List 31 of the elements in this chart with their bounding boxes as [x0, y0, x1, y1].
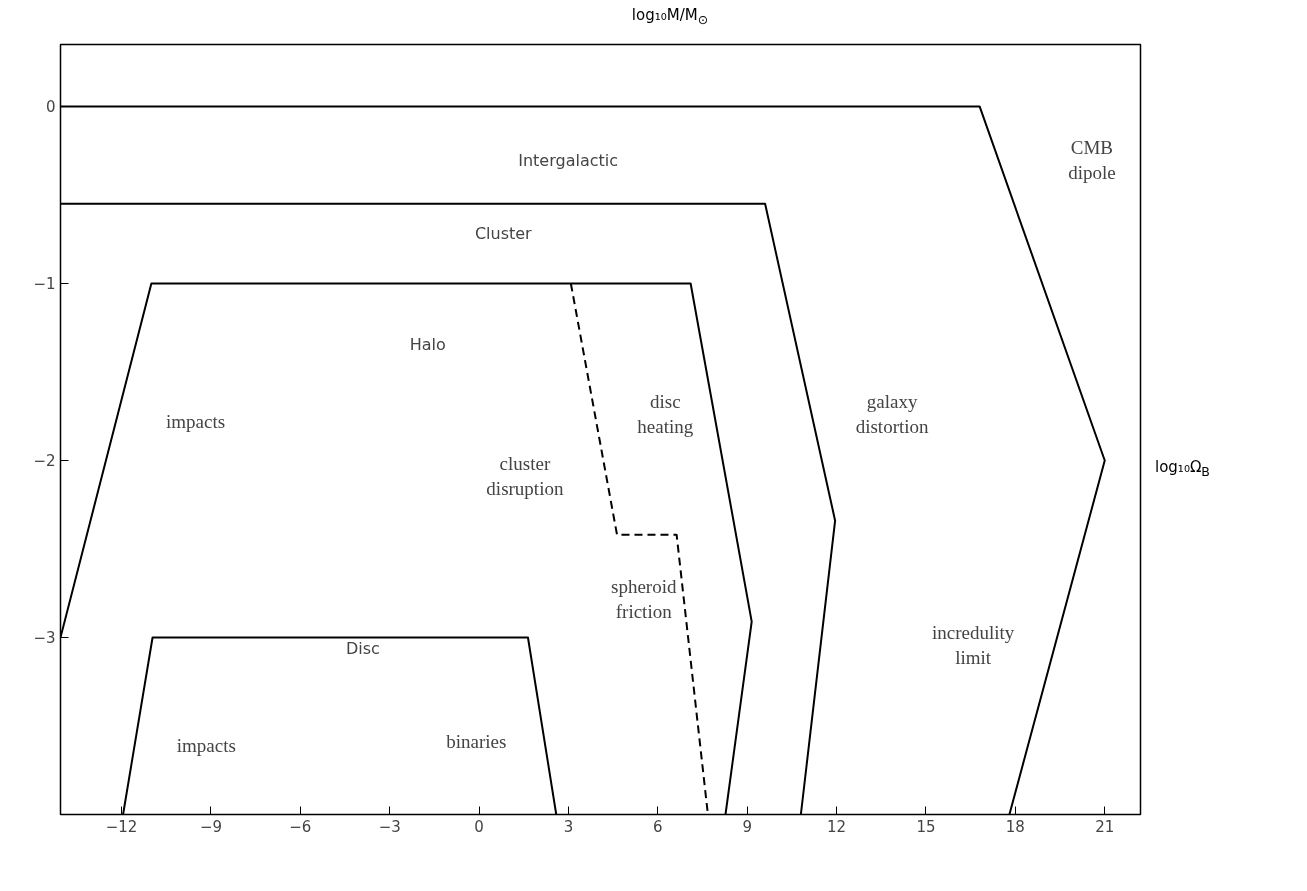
- annotation: incredulity limit: [931, 621, 1015, 669]
- y-tick-label: −3: [33, 629, 56, 648]
- annotation: disc heating: [637, 390, 694, 438]
- y-tick-label: −2: [33, 452, 56, 471]
- annotation: galaxy distortion: [855, 390, 930, 438]
- annotation: binaries: [446, 730, 507, 752]
- annotation: Cluster: [474, 223, 533, 243]
- annotation: impacts: [165, 411, 226, 433]
- x-tick-label: 12: [827, 817, 847, 836]
- x-tick-label: 21: [1095, 817, 1115, 836]
- annotation: impacts: [176, 734, 236, 756]
- x-tick-label: −12: [105, 817, 138, 836]
- x-tick-label: 0: [474, 817, 484, 836]
- x-tick-label: 6: [653, 817, 663, 836]
- x-tick-label: −9: [199, 817, 223, 836]
- x-tick-label: −6: [289, 817, 312, 836]
- x-tick-label: 15: [916, 817, 936, 836]
- annotation: Intergalactic: [518, 150, 618, 170]
- annotation: spheroid friction: [610, 575, 677, 622]
- x-tick-label: 9: [742, 817, 753, 836]
- y-axis-title: log₁₀Ω$_{B}$: [1155, 456, 1210, 481]
- annotation: Disc: [345, 639, 380, 659]
- annotation: CMB dipole: [1068, 136, 1116, 183]
- x-tick-label: 18: [1005, 817, 1025, 836]
- x-axis-title: log₁₀M/M$_{⊙}$: [631, 5, 709, 29]
- annotation: cluster disruption: [486, 452, 564, 499]
- x-tick-label: −3: [378, 817, 401, 836]
- y-tick-label: −1: [33, 275, 56, 294]
- annotation: Halo: [409, 335, 446, 355]
- x-tick-label: 3: [563, 817, 574, 836]
- y-tick-label: 0: [45, 98, 56, 117]
